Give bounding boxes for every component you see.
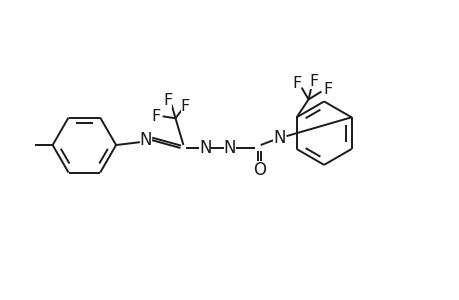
Text: O: O bbox=[252, 161, 265, 179]
Text: F: F bbox=[291, 76, 301, 91]
Text: F: F bbox=[162, 93, 172, 108]
Text: F: F bbox=[151, 109, 160, 124]
Text: N: N bbox=[273, 129, 285, 147]
Text: F: F bbox=[308, 74, 318, 89]
Text: N: N bbox=[139, 131, 152, 149]
Text: F: F bbox=[323, 82, 332, 97]
Text: N: N bbox=[199, 139, 211, 157]
Text: N: N bbox=[223, 139, 236, 157]
Text: F: F bbox=[180, 99, 190, 114]
